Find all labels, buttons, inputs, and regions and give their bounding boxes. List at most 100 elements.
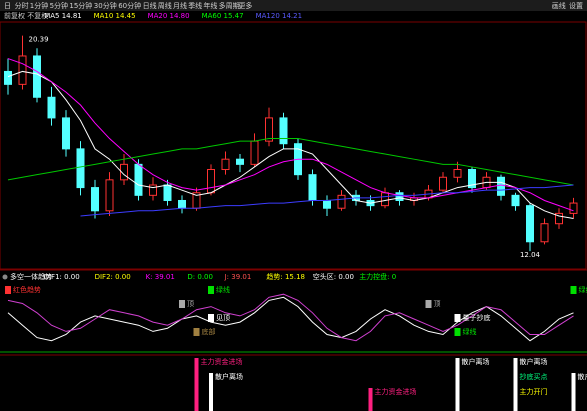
candle-body [439,176,447,191]
candle-body [569,202,578,214]
ma-info: MA120 14.21 [256,12,302,20]
candle-body [105,179,114,212]
candle-body [381,192,389,207]
candle-body [163,184,172,201]
toolbar-tab[interactable]: 60分钟 [118,1,141,10]
toolbar-tab[interactable]: 日 [4,2,11,10]
indicator-param: J: 39.01 [224,273,252,281]
toolbar-tab[interactable]: 30分钟 [94,1,117,10]
candle-body [279,117,288,145]
toolbar [0,0,587,11]
signal-bar-label: 散户离场 [520,357,548,366]
signal-label: 红色趋势 [13,285,41,294]
price-panel-frame [0,21,587,270]
candle-body [453,169,462,178]
toolbar-tab[interactable]: 多周期 [219,1,240,10]
signal-bar [194,358,199,411]
signal-label: 底部 [202,327,216,336]
candle-body [76,148,85,189]
candle-body [4,70,12,85]
moving-average-line [80,184,574,217]
toolbar-tab[interactable]: 季线 [188,1,202,10]
toolbar-tab[interactable]: 5分钟 [50,1,68,10]
candle-body [468,169,476,189]
signal-label: 绿线 [579,285,587,294]
indicator-param: 趋势: 15.18 [266,272,305,281]
moving-average-line [7,58,574,212]
candle-body [134,163,143,196]
candle-body [323,199,331,209]
candle-body [555,212,563,225]
candle-body [47,96,56,119]
signal-label: 绿线 [216,285,230,294]
signal-bar-label: 主力开门 [520,387,548,396]
toolbar-tab[interactable]: 周线 [158,1,172,10]
signal-label: 绿线 [463,327,477,336]
signal-label: 见顶 [216,314,230,322]
candle-body [526,205,534,243]
signal-marker [193,328,200,336]
candle-body [395,192,404,201]
signal-bar-label: 散户离场 [462,357,490,366]
signal-bar-label: 主力资金进场 [375,387,417,396]
ma-info: 前复权 不复权 [4,11,48,20]
candle-body [221,158,230,171]
moving-average-line [7,138,574,186]
toolbar-tab[interactable]: 15分钟 [69,1,92,10]
toolbar-tab[interactable]: 更多 [238,1,252,10]
indicator-param: 主力控盘: 0 [359,272,396,281]
signal-marker [425,300,432,308]
signal-bar-label: 主力资金进场 [201,357,243,366]
candle-body [337,194,346,209]
toolbar-button[interactable]: 设置 [569,1,583,10]
signal-marker [570,286,577,294]
toolbar-tab[interactable]: 月线 [173,1,187,10]
signal-bar [571,373,576,411]
ma-info: MA5 14.81 [44,12,82,20]
signal-bar-label: 散户离场 [215,372,243,381]
indicator-param: DIF1: 0.00 [44,273,80,281]
low-price-label: 12.04 [520,251,541,259]
signal-bar [455,358,460,411]
signal-bar-label: 散户离场 [578,372,587,381]
signal-marker [5,286,11,294]
candle-body [120,163,128,181]
candle-body [18,55,27,85]
toolbar-tab[interactable]: 日线 [143,1,157,10]
candle-body [91,187,99,212]
candle-body [308,174,317,201]
toolbar-tab[interactable]: 年线 [203,1,217,10]
candle-body [511,194,520,207]
toolbar-tab[interactable]: 1分钟 [30,1,48,10]
moving-average-line [7,70,574,220]
signal-label: 顶 [187,300,194,308]
indicator-title: 多空一体趋势 [10,272,52,281]
indicator-param: K: 39.01 [146,273,175,281]
indicator-param: DIF2: 0.00 [95,273,131,281]
signal-bar-label: 抄底买点 [520,372,548,381]
indicator-param: 空头区: 0.00 [313,272,354,281]
toolbar-button[interactable]: 画线 [552,1,566,10]
ma-info: MA60 15.47 [202,12,244,20]
candle-body [250,140,259,165]
indicator-line [7,296,574,342]
candle-body [62,117,70,150]
indicator-param: D: 0.00 [187,273,213,281]
ma-info: MA20 14.80 [148,12,190,20]
signal-label: 量子抄底 [463,313,491,322]
candle-body [265,117,273,142]
signal-bar [209,373,213,411]
candle-body [236,158,244,165]
ma-info: MA10 14.45 [94,12,136,20]
candle-body [540,223,549,243]
signal-marker [208,286,214,294]
candle-body [149,184,157,196]
toolbar-tab[interactable]: 分时 [15,1,29,10]
signal-marker [454,314,461,322]
signal-bar [368,388,373,411]
candle-body [178,199,186,209]
indicator-line [7,293,574,342]
candle-body [207,169,215,194]
candle-body [33,55,41,98]
